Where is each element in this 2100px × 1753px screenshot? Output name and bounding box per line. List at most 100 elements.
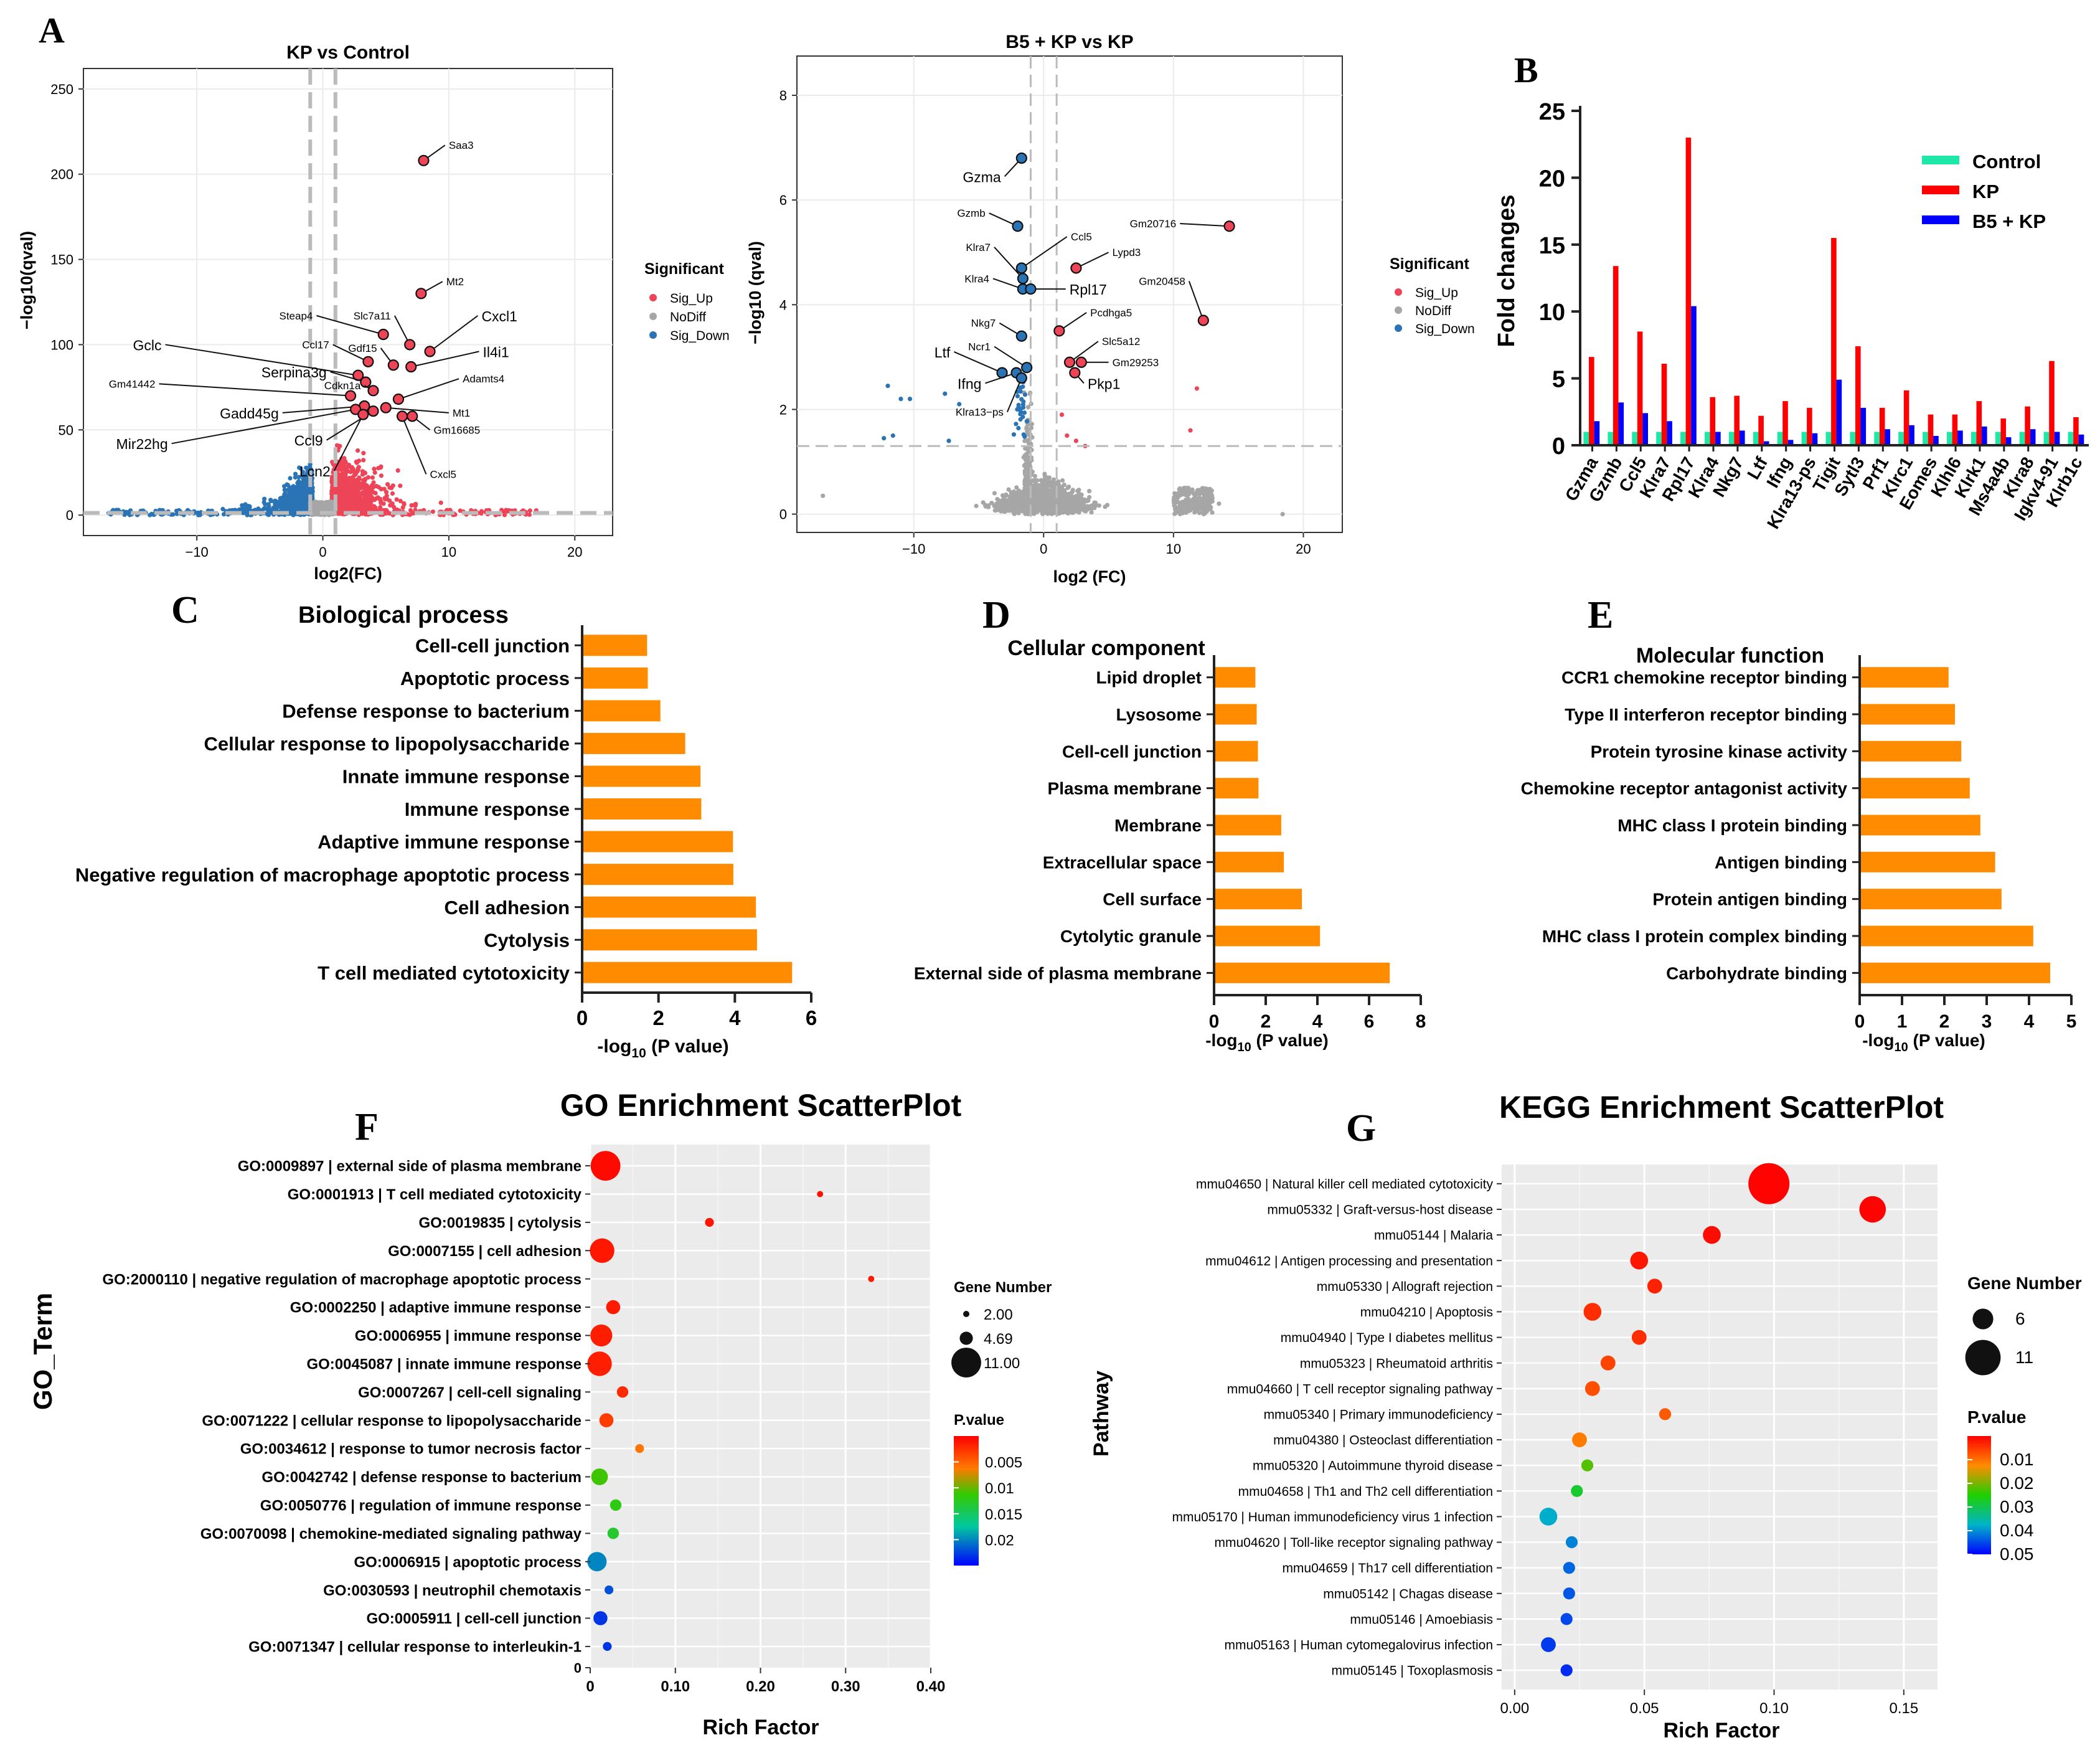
point-sig-down bbox=[302, 484, 307, 489]
tick-label: 4 bbox=[1312, 1011, 1323, 1032]
bar-control bbox=[2019, 432, 2025, 445]
label-marker bbox=[1025, 283, 1037, 295]
point-nodiff bbox=[1191, 491, 1196, 496]
point-sig-up bbox=[376, 484, 381, 489]
point-nodiff bbox=[1070, 489, 1075, 494]
bar-b5kp bbox=[1957, 430, 1963, 445]
category-label: Cytolytic granule bbox=[1060, 927, 1202, 946]
point-sig-down bbox=[300, 470, 305, 475]
point-nodiff bbox=[1087, 489, 1092, 494]
y-axis-title: −log10(qval) bbox=[17, 231, 36, 329]
point-sig-down bbox=[296, 475, 301, 480]
point-sig-up bbox=[372, 466, 377, 471]
point-sig-up bbox=[350, 488, 355, 493]
legend-label-sig-up: Sig_Up bbox=[670, 291, 713, 306]
bar-control bbox=[1705, 432, 1710, 445]
point-nodiff bbox=[1004, 498, 1009, 503]
point-nodiff bbox=[1045, 491, 1051, 496]
legend-label-b5kp: B5 + KP bbox=[1972, 210, 2046, 232]
point-sig-up bbox=[363, 476, 368, 481]
bar-control bbox=[1656, 432, 1662, 445]
biological-process-bar-chart: Biological process Cell-cell junctionApo… bbox=[75, 602, 817, 1061]
point-sig-up bbox=[347, 500, 352, 506]
point-sig-down bbox=[299, 489, 304, 494]
gene-label: Gadd45g bbox=[220, 405, 279, 422]
gene-label: Nkg7 bbox=[971, 318, 996, 329]
bar-kp bbox=[1637, 331, 1643, 445]
point-nodiff bbox=[1177, 486, 1182, 492]
point-sig-down bbox=[1020, 402, 1025, 407]
tick-label: 50 bbox=[59, 422, 73, 438]
point-nodiff bbox=[992, 491, 997, 496]
point-sig-down bbox=[1020, 384, 1025, 389]
point-nodiff bbox=[1039, 483, 1045, 488]
point-nodiff bbox=[1200, 496, 1205, 501]
point-nodiff bbox=[1089, 510, 1094, 515]
point-nodiff bbox=[1208, 504, 1213, 510]
bar bbox=[1860, 667, 1949, 688]
legend-marker-nodiff bbox=[1395, 306, 1402, 314]
point-sig-up bbox=[355, 478, 360, 483]
gene-label: Gm29253 bbox=[1113, 357, 1159, 369]
tick-label: 20 bbox=[1539, 166, 1565, 192]
gene-label: Mt2 bbox=[446, 276, 464, 288]
point-sig-down bbox=[266, 502, 271, 507]
point-sig-down bbox=[1014, 422, 1019, 427]
category-label: Cell-cell junction bbox=[1062, 742, 1202, 761]
point-nodiff bbox=[1035, 493, 1040, 498]
threshold-lines bbox=[797, 56, 1342, 532]
category-label: Lipid droplet bbox=[1096, 668, 1202, 687]
point-sig-up bbox=[343, 503, 348, 508]
point-nodiff bbox=[1061, 501, 1066, 507]
point-nodiff bbox=[1047, 476, 1052, 481]
point-sig-up bbox=[379, 473, 384, 478]
tick-label: 6 bbox=[779, 192, 787, 208]
point-sig-up bbox=[372, 470, 377, 475]
bar bbox=[1214, 815, 1281, 836]
category-label: Chemokine receptor antagonist activity bbox=[1521, 779, 1848, 798]
y-axis-title: Fold changes bbox=[1494, 195, 1520, 347]
legend-swatch-kp bbox=[1922, 186, 1959, 194]
point-sig-up bbox=[375, 495, 380, 500]
point-sig-down bbox=[298, 466, 303, 471]
legend-label-kp: KP bbox=[1972, 181, 1999, 202]
bar bbox=[582, 864, 733, 886]
panel-letter-b: B bbox=[1514, 50, 1538, 90]
bar bbox=[1860, 815, 1980, 836]
point-flat bbox=[527, 512, 532, 517]
bar bbox=[582, 896, 756, 918]
point-nodiff bbox=[974, 503, 979, 509]
category-label: Extracellular space bbox=[1043, 853, 1202, 872]
point-sig-down bbox=[299, 498, 304, 503]
point-flat bbox=[502, 513, 507, 517]
point-nodiff bbox=[1025, 472, 1030, 478]
point-nodiff bbox=[1202, 487, 1207, 492]
point-nodiff bbox=[1012, 493, 1017, 498]
point-sig-up bbox=[341, 462, 346, 467]
point-sig-up bbox=[346, 491, 352, 496]
point-sig-up bbox=[378, 505, 383, 510]
label-marker bbox=[418, 154, 430, 166]
point-nodiff bbox=[1050, 508, 1055, 513]
point-nodiff bbox=[1060, 478, 1065, 483]
point-nodiff bbox=[1096, 503, 1101, 508]
point-sig-up bbox=[337, 486, 342, 491]
point-flat bbox=[479, 509, 484, 514]
label-leader bbox=[398, 378, 459, 400]
point-nodiff bbox=[1207, 500, 1212, 505]
label-marker bbox=[415, 288, 427, 300]
gene-label: Pcdhga5 bbox=[1090, 307, 1132, 319]
bar-control bbox=[1632, 432, 1637, 445]
bar bbox=[1214, 778, 1259, 799]
point-sig-down bbox=[1015, 394, 1020, 399]
point-sig-down bbox=[946, 438, 951, 443]
point-nodiff bbox=[323, 501, 327, 506]
x-axis-title: -log10 (P value) bbox=[597, 1036, 728, 1061]
category-label: CCR1 chemokine receptor binding bbox=[1561, 668, 1847, 687]
bar-kp bbox=[1879, 407, 1885, 445]
bar-control bbox=[1947, 432, 1952, 445]
bar-b5kp bbox=[1982, 426, 1987, 445]
point-sig-up bbox=[394, 497, 399, 502]
point-sig-up bbox=[356, 496, 361, 501]
